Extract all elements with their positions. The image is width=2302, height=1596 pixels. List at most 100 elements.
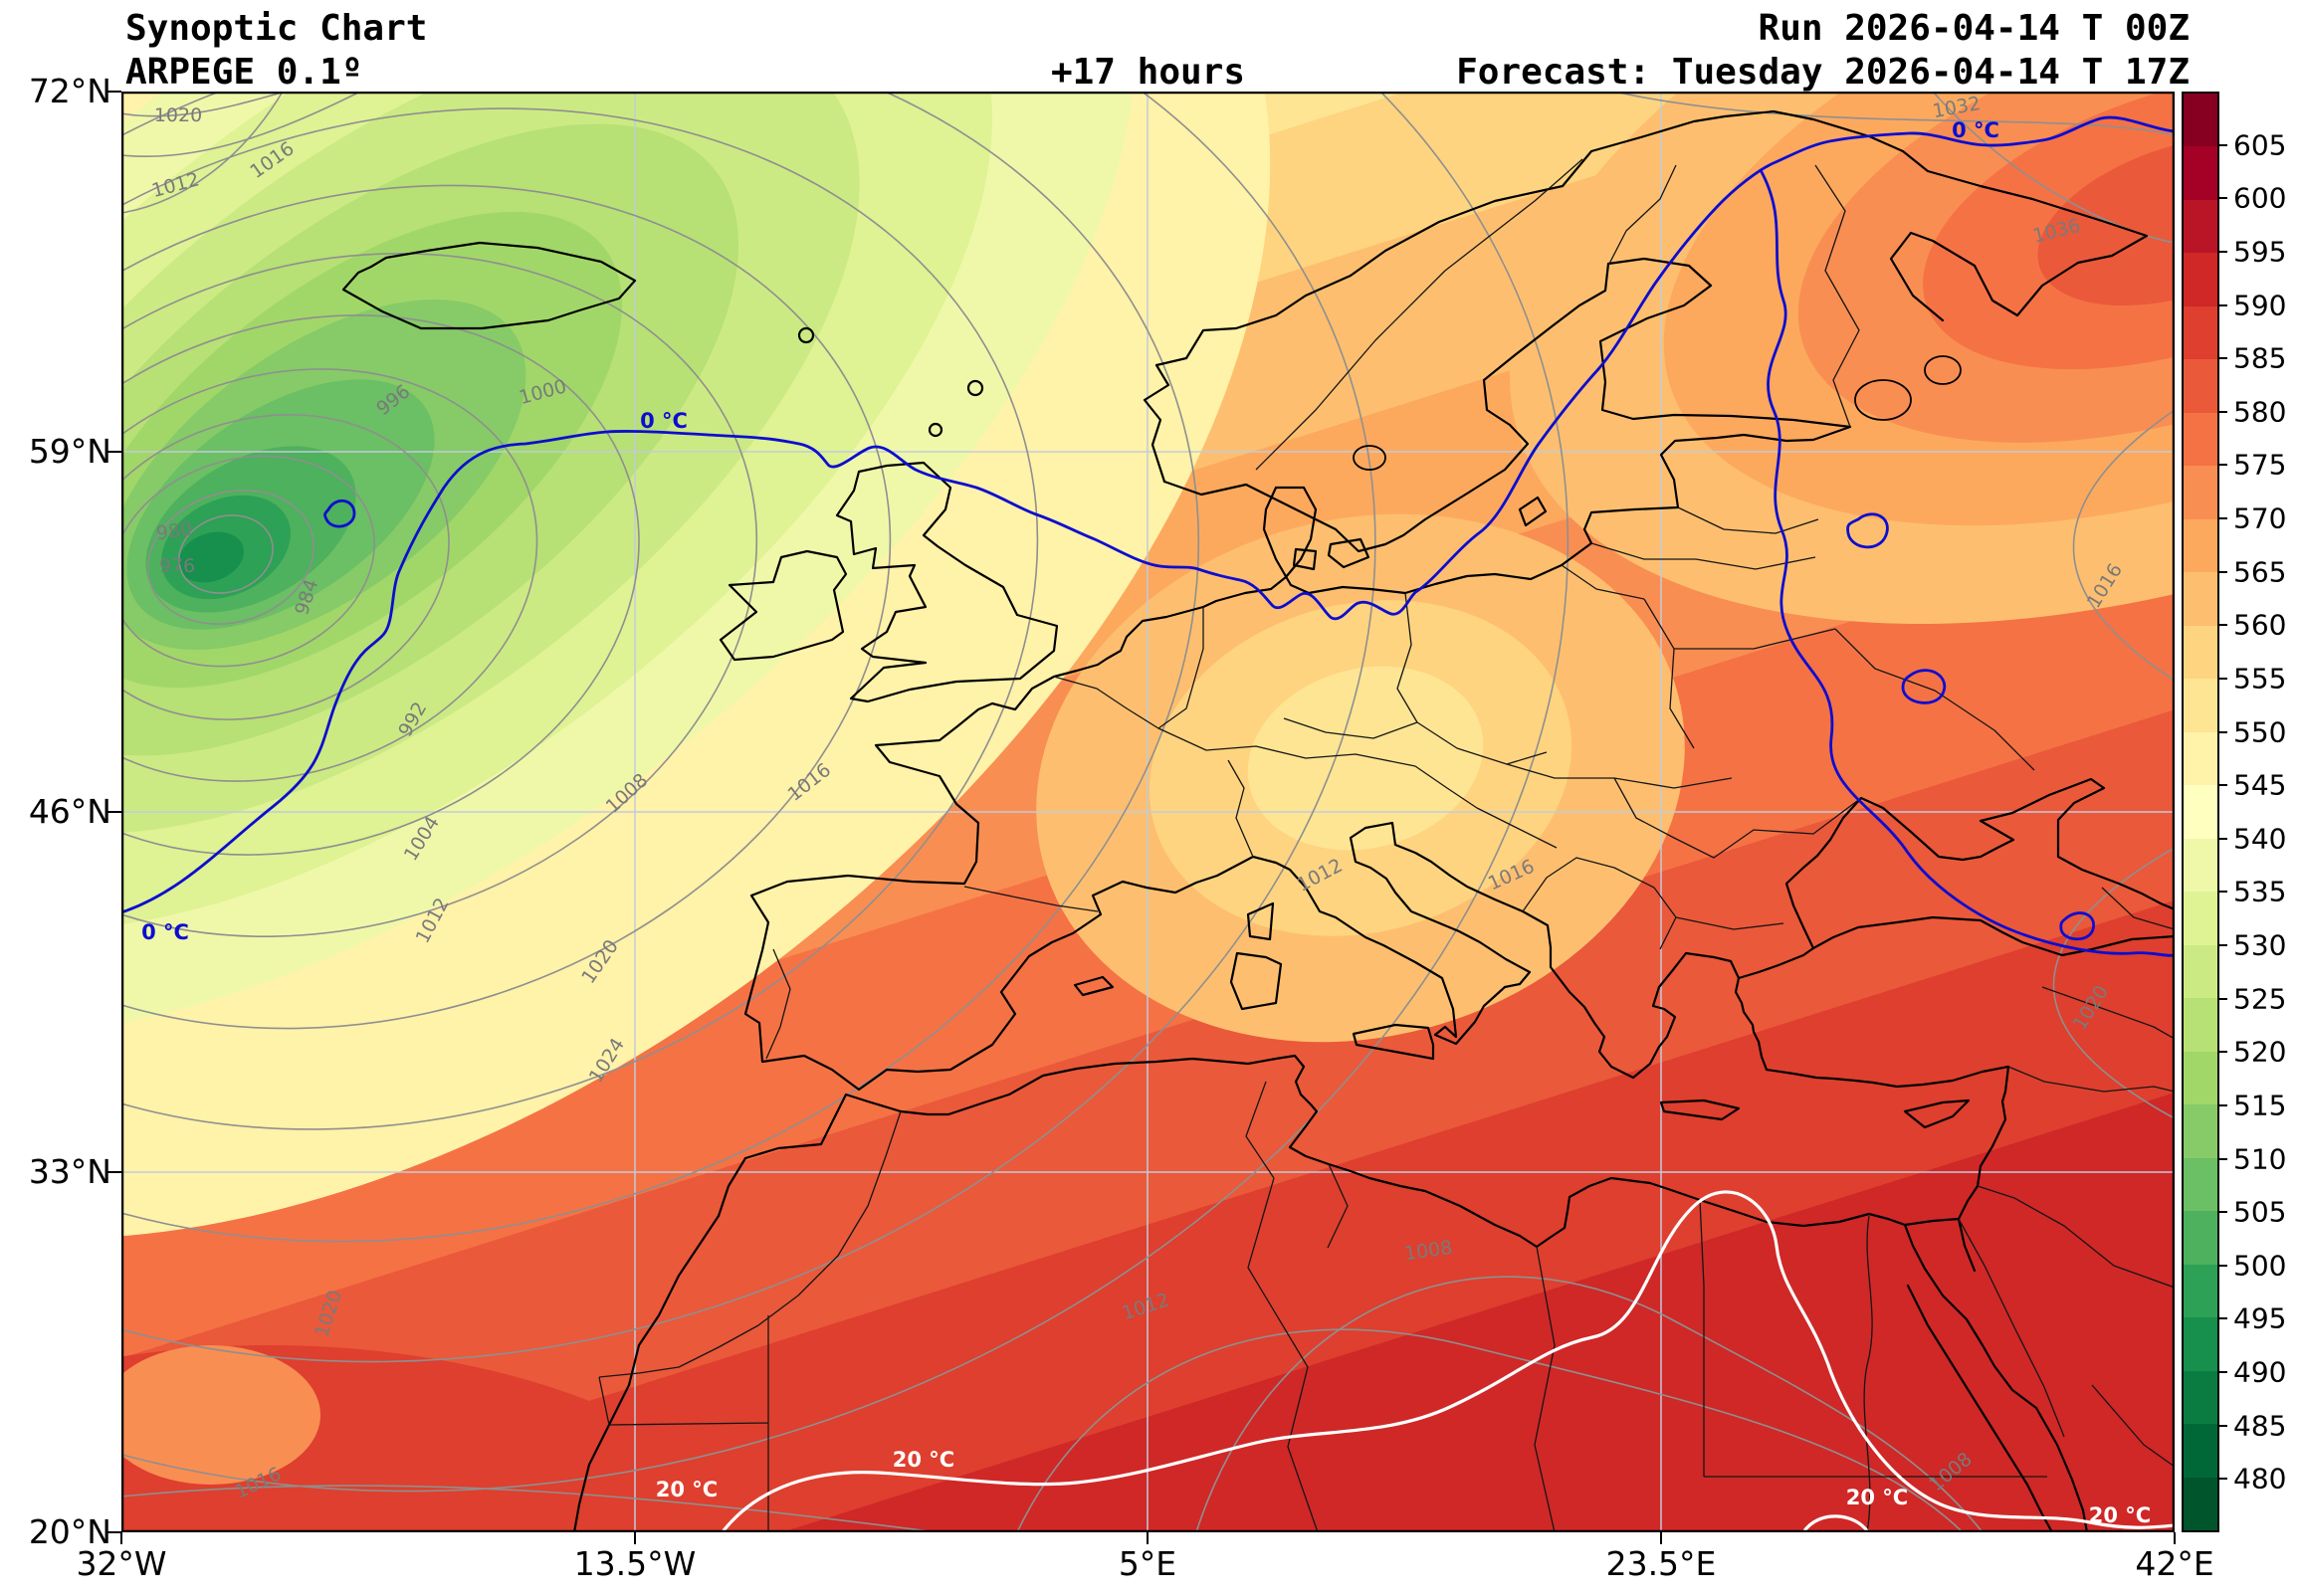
isobar-value-label: 980 <box>155 518 194 545</box>
colorbar-cell <box>2184 518 2217 573</box>
colorbar-tick <box>2219 1103 2227 1106</box>
colorbar-cell <box>2184 1424 2217 1478</box>
y-axis-tick <box>107 451 121 453</box>
isobar-value-label: 976 <box>159 555 195 577</box>
colorbar-cell <box>2184 572 2217 626</box>
model-label: ARPEGE 0.1º <box>125 52 363 93</box>
colorbar-tick-label: 585 <box>2233 341 2287 375</box>
zero-degree-contour <box>121 115 2175 957</box>
zero-degree-label: 0 °C <box>1952 118 1999 142</box>
colorbar-tick-label: 570 <box>2233 501 2287 535</box>
colorbar-cell <box>2184 998 2217 1052</box>
map-canvas: 1020 1016 1012 996 1000 980 976 984 992 1004 1008 1… <box>121 92 2175 1532</box>
twenty-degree-contour <box>720 1190 2175 1532</box>
colorbar-tick <box>2219 1051 2227 1054</box>
y-axis-tick-label: 59°N <box>28 432 111 471</box>
colorbar-tick-label: 580 <box>2233 395 2287 429</box>
colorbar-tick <box>2219 517 2227 520</box>
y-axis-tick-label: 33°N <box>28 1152 111 1191</box>
forecast-offset-label: +17 hours <box>1050 52 1246 93</box>
isobar-value-label: 1020 <box>154 104 202 126</box>
colorbar-tick <box>2219 303 2227 306</box>
run-label: Run 2026-04-14 T 00Z <box>1758 8 2190 49</box>
colorbar-tick <box>2219 197 2227 200</box>
colorbar-cell <box>2184 466 2217 519</box>
colorbar-tick-label: 525 <box>2233 982 2287 1016</box>
colorbar-tick-label: 480 <box>2233 1462 2287 1496</box>
twenty-degree-label: 20 °C <box>893 1448 954 1472</box>
x-axis-tick-label: 5°E <box>1118 1544 1177 1583</box>
y-axis-tick <box>107 811 121 813</box>
x-axis-tick <box>1147 1532 1149 1544</box>
map-frame <box>121 92 2175 1532</box>
colorbar-cell <box>2184 1104 2217 1158</box>
y-axis-tick <box>107 1171 121 1173</box>
colorbar-tick-label: 560 <box>2233 608 2287 642</box>
coastlines <box>341 109 2175 1532</box>
zero-degree-labels: 0 °C 0 °C 0 °C <box>141 118 1999 944</box>
x-axis-tick-label: 23.5°E <box>1605 1544 1717 1583</box>
colorbar-cell <box>2184 679 2217 732</box>
colorbar-cell <box>2184 305 2217 360</box>
colorbar-tick-label: 495 <box>2233 1301 2287 1335</box>
colorbar-cell <box>2184 146 2217 200</box>
y-axis-tick <box>107 1531 121 1533</box>
x-axis-tick-label: 42°E <box>2135 1544 2214 1583</box>
colorbar-cell <box>2184 838 2217 893</box>
twenty-degree-labels: 20 °C 20 °C 20 °C 20 °C <box>656 1448 2151 1527</box>
colorbar-tick <box>2219 837 2227 840</box>
colorbar-cell <box>2184 1211 2217 1265</box>
colorbar-tick <box>2219 250 2227 253</box>
colorbar-tick <box>2219 1264 2227 1267</box>
colorbar-tick <box>2219 891 2227 894</box>
colorbar-cell <box>2184 1051 2217 1105</box>
colorbar-tick-label: 555 <box>2233 662 2287 696</box>
x-axis-tick-label: 32°W <box>76 1544 167 1583</box>
forecast-valid-label: Forecast: Tuesday 2026-04-14 T 17Z <box>1456 52 2190 93</box>
colorbar-tick-label: 605 <box>2233 128 2287 162</box>
colorbar-tick <box>2219 1371 2227 1374</box>
colorbar-cell <box>2184 94 2217 147</box>
country-borders <box>598 158 2175 1532</box>
colorbar-cell <box>2184 199 2217 254</box>
zero-degree-label: 0 °C <box>141 920 189 944</box>
colorbar-tick <box>2219 570 2227 573</box>
colorbar-tick <box>2219 944 2227 947</box>
colorbar-tick-label: 490 <box>2233 1355 2287 1389</box>
colorbar-tick-label: 520 <box>2233 1035 2287 1069</box>
colorbar-tick <box>2219 1317 2227 1320</box>
colorbar-tick <box>2219 730 2227 733</box>
colorbar-tick <box>2219 464 2227 467</box>
colorbar-tick <box>2219 997 2227 1000</box>
x-axis-tick <box>120 1532 122 1544</box>
colorbar-tick <box>2219 624 2227 627</box>
chart-title: Synoptic Chart <box>125 8 428 49</box>
twenty-degree-label: 20 °C <box>656 1478 718 1501</box>
colorbar-tick <box>2219 1211 2227 1214</box>
y-axis-tick-label: 46°N <box>28 792 111 831</box>
colorbar-tick <box>2219 410 2227 413</box>
colorbar-cell <box>2184 785 2217 839</box>
colorbar-cell <box>2184 1370 2217 1425</box>
colorbar-tick-label: 515 <box>2233 1089 2287 1122</box>
colorbar-tick-label: 565 <box>2233 555 2287 589</box>
colorbar-tick-label: 545 <box>2233 768 2287 802</box>
colorbar-tick-label: 500 <box>2233 1249 2287 1283</box>
twenty-degree-label: 20 °C <box>2089 1503 2151 1527</box>
y-axis-tick-label: 20°N <box>28 1512 111 1551</box>
x-axis-tick <box>2174 1532 2176 1544</box>
colorbar-cell <box>2184 625 2217 680</box>
y-axis-tick <box>107 91 121 93</box>
colorbar-tick-label: 595 <box>2233 235 2287 269</box>
colorbar-cell <box>2184 1264 2217 1318</box>
colorbar-tick-label: 600 <box>2233 181 2287 215</box>
colorbar-cell <box>2184 944 2217 999</box>
colorbar <box>2182 92 2219 1532</box>
colorbar-tick-label: 575 <box>2233 448 2287 482</box>
colorbar-cell <box>2184 1477 2217 1531</box>
colorbar-tick-label: 530 <box>2233 928 2287 962</box>
grid-lines <box>121 92 2175 1532</box>
x-axis-tick <box>634 1532 636 1544</box>
colorbar-cell <box>2184 731 2217 786</box>
